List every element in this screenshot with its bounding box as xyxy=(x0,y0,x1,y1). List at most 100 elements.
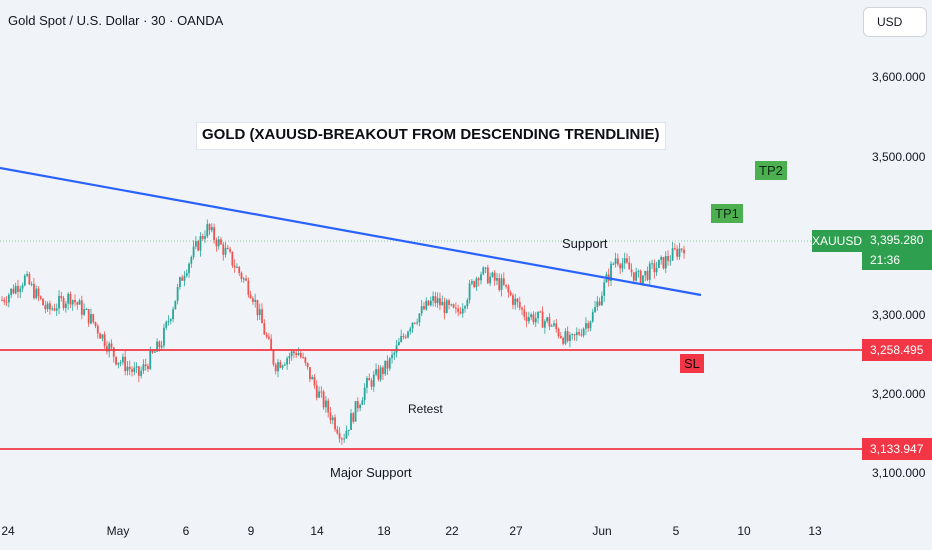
candle xyxy=(489,276,492,284)
level-price-label-lower: 3,133.947 xyxy=(862,438,932,460)
candle xyxy=(580,334,583,336)
candle xyxy=(379,367,382,380)
price-tick: 3,300.000 xyxy=(872,308,926,322)
candle xyxy=(340,438,343,440)
candle xyxy=(600,295,603,306)
time-tick: 18 xyxy=(377,524,391,538)
candle xyxy=(543,321,546,328)
candle xyxy=(336,429,339,434)
descending-trendline[interactable] xyxy=(0,166,702,297)
candle xyxy=(140,370,143,376)
candle xyxy=(667,256,669,261)
candle xyxy=(153,351,156,353)
candle xyxy=(546,317,549,322)
candle xyxy=(500,278,503,291)
price-tick: 3,600.000 xyxy=(872,70,926,84)
candle xyxy=(436,298,439,304)
candle xyxy=(662,257,665,269)
candle xyxy=(669,260,672,262)
candle xyxy=(443,301,446,314)
candle xyxy=(632,272,635,281)
candle xyxy=(594,307,596,313)
candle xyxy=(172,309,174,320)
candle xyxy=(671,248,674,261)
candle xyxy=(555,323,558,330)
candle xyxy=(33,283,35,299)
candle xyxy=(220,239,222,245)
candle xyxy=(420,306,423,314)
candle xyxy=(468,283,471,301)
candle xyxy=(532,314,535,323)
candle xyxy=(158,341,161,348)
candle xyxy=(142,364,145,371)
candle xyxy=(39,296,42,299)
candle xyxy=(646,270,649,280)
candle xyxy=(210,227,213,231)
candle xyxy=(133,367,136,372)
candle xyxy=(101,334,104,339)
candle xyxy=(99,333,101,339)
candle xyxy=(352,413,355,422)
candle xyxy=(90,314,92,324)
candle xyxy=(368,378,371,381)
time-tick: May xyxy=(106,524,130,538)
candle xyxy=(256,299,259,316)
candle xyxy=(293,351,295,354)
time-tick: 14 xyxy=(310,524,324,538)
candle xyxy=(327,400,330,413)
time-tick: 10 xyxy=(737,524,751,538)
candle xyxy=(664,256,667,269)
candle xyxy=(80,300,83,315)
candle xyxy=(573,334,576,336)
candle xyxy=(530,314,533,318)
candle xyxy=(439,298,441,306)
candle xyxy=(648,263,651,280)
time-tick: 5 xyxy=(672,524,680,538)
candle xyxy=(247,280,250,295)
candle xyxy=(10,288,13,295)
candle xyxy=(286,358,289,365)
candle xyxy=(165,321,168,328)
candle xyxy=(288,356,291,359)
candle xyxy=(222,244,225,255)
candle xyxy=(372,374,375,387)
candle xyxy=(62,298,65,309)
candle xyxy=(277,362,279,372)
candle xyxy=(206,224,209,237)
candle xyxy=(450,304,453,306)
candle xyxy=(391,354,393,359)
bar-countdown: 21:36 xyxy=(870,253,901,267)
candle xyxy=(179,277,181,288)
candle xyxy=(92,314,95,323)
candle xyxy=(224,247,227,255)
candle xyxy=(183,275,186,281)
current-price-value: 3,395.280 xyxy=(870,233,924,247)
candle xyxy=(516,298,519,302)
candle xyxy=(603,282,606,296)
candle xyxy=(537,311,539,319)
currency-button[interactable]: USD xyxy=(863,7,927,37)
candle xyxy=(128,366,131,370)
candle xyxy=(110,343,113,348)
candle xyxy=(610,263,612,281)
candle xyxy=(345,430,348,439)
candle xyxy=(147,366,149,369)
candle xyxy=(596,301,599,308)
candle xyxy=(267,336,270,339)
time-tick: 6 xyxy=(182,524,190,538)
headline-annotation: GOLD (XAUUSD-BREAKOUT FROM DESCENDING TR… xyxy=(196,122,666,150)
candle xyxy=(329,412,332,421)
candle xyxy=(160,345,163,348)
candle xyxy=(213,227,216,241)
candle xyxy=(199,236,202,251)
candle xyxy=(297,353,300,356)
candle xyxy=(354,401,357,422)
candle xyxy=(48,303,51,310)
candle xyxy=(320,391,323,393)
candle xyxy=(7,294,10,303)
candle xyxy=(418,313,421,323)
candle xyxy=(331,417,334,421)
candle xyxy=(304,357,307,363)
candle xyxy=(334,417,336,430)
